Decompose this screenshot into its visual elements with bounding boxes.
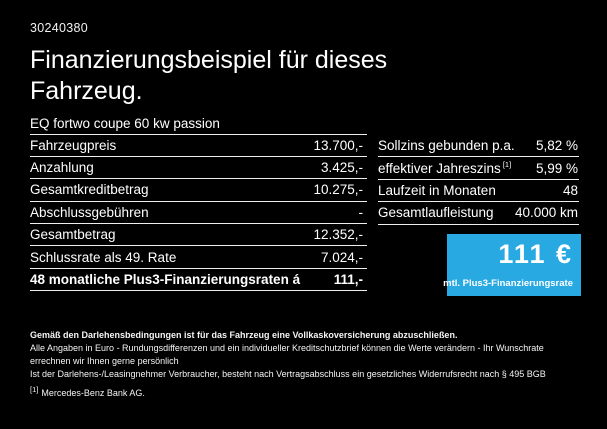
footnote-marker: [1]	[502, 160, 512, 170]
row-label: Abschlussgebühren	[30, 204, 149, 220]
footnote-insurance: Gemäß den Darlehensbedingungen ist für d…	[30, 330, 458, 340]
reference-number: 30240380	[30, 21, 89, 35]
row-value: 48	[562, 182, 578, 198]
table-row: Laufzeit in Monaten 48	[378, 180, 579, 203]
vehicle-model-label: EQ fortwo coupe 60 kw passion	[30, 113, 367, 135]
table-row: Gesamtkreditbetrag 10.275,-	[30, 179, 367, 202]
monthly-rate-amount: 111 €	[498, 239, 573, 269]
footnotes: Gemäß den Darlehensbedingungen ist für d…	[30, 329, 582, 400]
row-value: 7.024,-	[320, 249, 363, 265]
monthly-rate-caption: mtl. Plus3-Finanzierungsrate	[443, 278, 573, 289]
row-value: 3.425,-	[320, 160, 363, 176]
row-label: Anzahlung	[30, 160, 94, 176]
row-value: 40.000 km	[514, 205, 578, 221]
row-value: 5,99 %	[535, 160, 578, 176]
table-row: Gesamtbetrag 12.352,-	[30, 224, 367, 247]
row-label: Gesamtbetrag	[30, 227, 116, 243]
row-label: Gesamtkreditbetrag	[30, 182, 149, 198]
row-value: 5,82 %	[535, 138, 578, 154]
row-label: Laufzeit in Monaten	[378, 182, 496, 198]
monthly-rate-box: 111 € mtl. Plus3-Finanzierungsrate	[443, 234, 581, 296]
row-label: Schlussrate als 49. Rate	[30, 249, 177, 265]
row-value: 111,-	[333, 272, 363, 288]
row-label: Sollzins gebunden p.a.	[378, 138, 515, 154]
row-label: effektiver Jahreszins [1]	[378, 160, 512, 176]
row-value: -	[358, 204, 364, 220]
footnote-bank: [1] Mercedes-Benz Bank AG.	[30, 385, 145, 398]
page-title: Finanzierungsbeispiel für dieses Fahrzeu…	[30, 46, 388, 105]
footnote-disclaimer: Alle Angaben in Euro - Rundungsdifferenz…	[30, 343, 544, 366]
table-row: Fahrzeugpreis 13.700,-	[30, 135, 367, 157]
row-value: 12.352,-	[313, 227, 363, 243]
row-label: Fahrzeugpreis	[30, 137, 117, 153]
table-row: Schlussrate als 49. Rate 7.024,-	[30, 246, 367, 269]
table-row: Gesamtlaufleistung 40.000 km	[378, 202, 579, 225]
table-row: Abschlussgebühren -	[30, 202, 367, 225]
footnote-withdrawal: Ist der Darlehens-/Leasingnehmer Verbrau…	[30, 369, 546, 379]
footnote-marker: [1]	[30, 385, 39, 394]
table-row: Anzahlung 3.425,-	[30, 157, 367, 180]
table-row: effektiver Jahreszins [1] 5,99 %	[378, 157, 579, 180]
financing-table-right: Sollzins gebunden p.a. 5,82 % effektiver…	[378, 135, 579, 225]
row-value: 10.275,-	[313, 182, 363, 198]
table-row-monthly-rate: 48 monatliche Plus3-Finanzierungsraten á…	[30, 269, 367, 292]
row-value: 13.700,-	[313, 137, 363, 153]
row-label: 48 monatliche Plus3-Finanzierungsraten á	[30, 272, 301, 288]
table-row: Sollzins gebunden p.a. 5,82 %	[378, 135, 579, 158]
financing-table-left: EQ fortwo coupe 60 kw passion Fahrzeugpr…	[30, 113, 367, 292]
row-label: Gesamtlaufleistung	[378, 205, 494, 221]
